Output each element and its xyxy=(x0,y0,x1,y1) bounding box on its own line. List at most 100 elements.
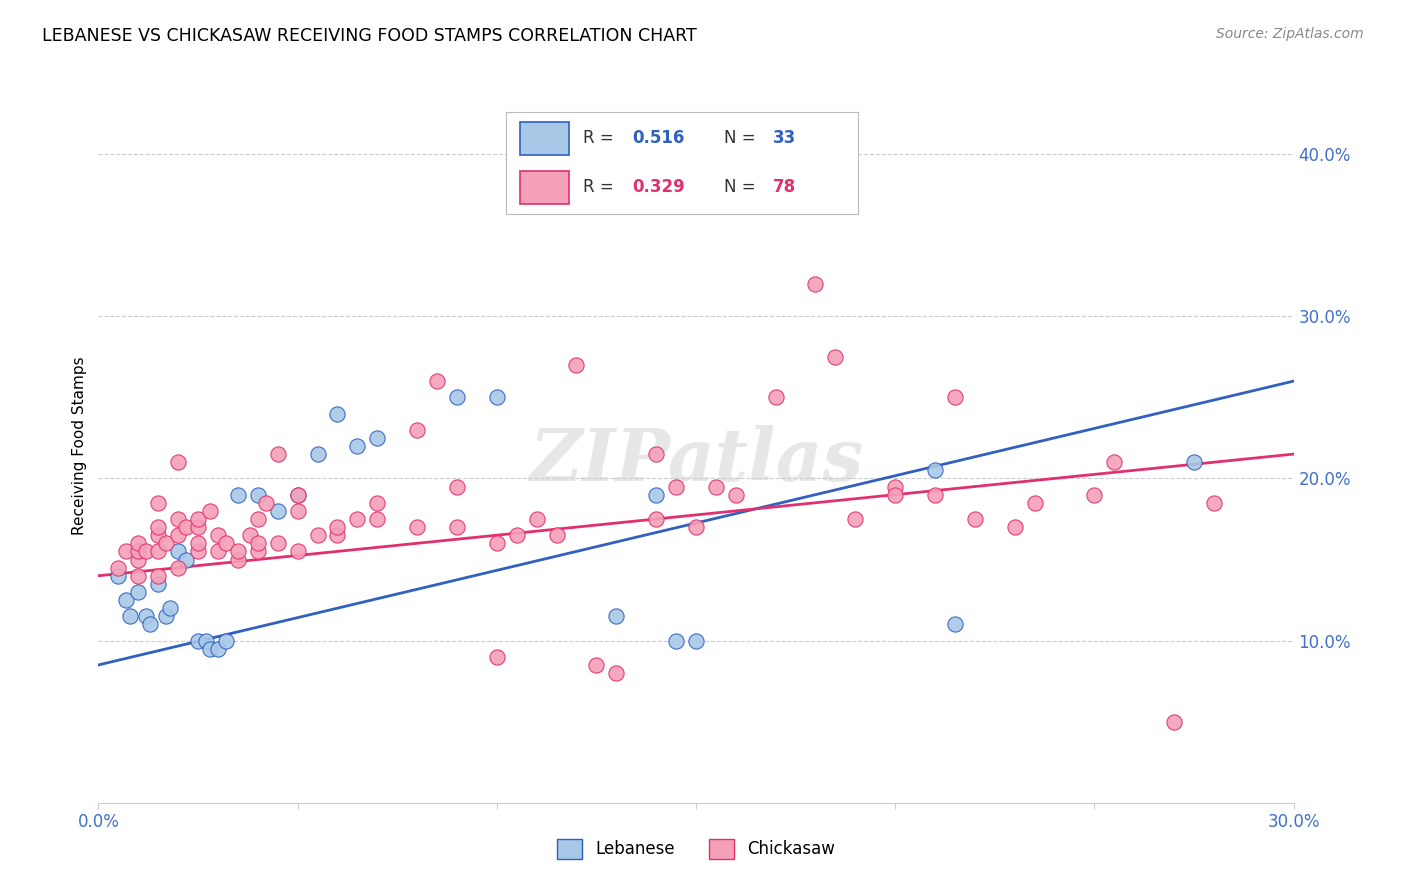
Chickasaw xyxy=(406,520,429,534)
Chickasaw xyxy=(167,560,190,574)
Lebanese xyxy=(198,641,221,656)
Text: 0.329: 0.329 xyxy=(633,178,686,196)
Lebanese xyxy=(174,552,197,566)
Text: R =: R = xyxy=(583,178,620,196)
Lebanese xyxy=(287,488,309,502)
FancyBboxPatch shape xyxy=(520,122,569,154)
Chickasaw xyxy=(824,350,846,364)
Text: 33: 33 xyxy=(773,129,797,147)
Chickasaw xyxy=(1202,496,1225,510)
Lebanese xyxy=(107,568,129,582)
Text: 78: 78 xyxy=(773,178,796,196)
Chickasaw xyxy=(307,528,329,542)
Chickasaw xyxy=(446,479,468,493)
Chickasaw xyxy=(346,512,368,526)
Lebanese xyxy=(1182,455,1205,469)
Chickasaw xyxy=(446,520,468,534)
Chickasaw xyxy=(485,536,508,550)
Lebanese xyxy=(148,577,170,591)
Chickasaw xyxy=(546,528,568,542)
Lebanese xyxy=(246,488,269,502)
Chickasaw xyxy=(187,512,209,526)
Chickasaw xyxy=(406,423,429,437)
Chickasaw xyxy=(943,390,966,404)
Text: LEBANESE VS CHICKASAW RECEIVING FOOD STAMPS CORRELATION CHART: LEBANESE VS CHICKASAW RECEIVING FOOD STA… xyxy=(42,27,697,45)
Chickasaw xyxy=(884,479,907,493)
Chickasaw xyxy=(155,536,177,550)
Chickasaw xyxy=(167,528,190,542)
Chickasaw xyxy=(685,520,707,534)
Chickasaw xyxy=(107,560,129,574)
Chickasaw xyxy=(127,552,149,566)
Chickasaw xyxy=(187,544,209,558)
Lebanese xyxy=(645,488,668,502)
Y-axis label: Receiving Food Stamps: Receiving Food Stamps xyxy=(72,357,87,535)
Text: R =: R = xyxy=(583,129,620,147)
Chickasaw xyxy=(1102,455,1125,469)
Chickasaw xyxy=(127,536,149,550)
Chickasaw xyxy=(326,528,349,542)
Chickasaw xyxy=(506,528,529,542)
Lebanese xyxy=(307,447,329,461)
Lebanese xyxy=(135,609,157,624)
Chickasaw xyxy=(187,536,209,550)
Chickasaw xyxy=(884,488,907,502)
FancyBboxPatch shape xyxy=(520,171,569,204)
Lebanese xyxy=(326,407,349,421)
Lebanese xyxy=(195,633,218,648)
Chickasaw xyxy=(226,544,249,558)
Chickasaw xyxy=(167,512,190,526)
Chickasaw xyxy=(127,544,149,558)
Lebanese xyxy=(685,633,707,648)
Legend: Lebanese, Chickasaw: Lebanese, Chickasaw xyxy=(551,832,841,866)
Lebanese xyxy=(167,544,190,558)
Chickasaw xyxy=(246,544,269,558)
Chickasaw xyxy=(1024,496,1046,510)
Chickasaw xyxy=(246,512,269,526)
Chickasaw xyxy=(267,447,290,461)
Lebanese xyxy=(943,617,966,632)
Chickasaw xyxy=(239,528,262,542)
Chickasaw xyxy=(804,277,827,291)
Chickasaw xyxy=(765,390,787,404)
Chickasaw xyxy=(585,657,607,672)
Chickasaw xyxy=(665,479,688,493)
Chickasaw xyxy=(1163,714,1185,729)
Chickasaw xyxy=(207,528,229,542)
Chickasaw xyxy=(135,544,157,558)
Chickasaw xyxy=(127,568,149,582)
Chickasaw xyxy=(485,649,508,664)
Text: 0.516: 0.516 xyxy=(633,129,685,147)
Chickasaw xyxy=(426,374,449,388)
Lebanese xyxy=(159,601,181,615)
Chickasaw xyxy=(963,512,986,526)
Chickasaw xyxy=(267,536,290,550)
Lebanese xyxy=(120,609,142,624)
Lebanese xyxy=(346,439,368,453)
Chickasaw xyxy=(326,520,349,534)
Chickasaw xyxy=(645,512,668,526)
Lebanese xyxy=(187,633,209,648)
Lebanese xyxy=(115,593,138,607)
Chickasaw xyxy=(198,504,221,518)
Chickasaw xyxy=(287,504,309,518)
Lebanese xyxy=(215,633,238,648)
Chickasaw xyxy=(704,479,727,493)
Chickasaw xyxy=(148,520,170,534)
Chickasaw xyxy=(844,512,866,526)
Text: ZIPatlas: ZIPatlas xyxy=(529,425,863,496)
Chickasaw xyxy=(924,488,946,502)
Text: N =: N = xyxy=(724,178,761,196)
Chickasaw xyxy=(148,568,170,582)
Chickasaw xyxy=(565,358,588,372)
Chickasaw xyxy=(605,666,627,681)
Chickasaw xyxy=(1083,488,1105,502)
Lebanese xyxy=(127,585,149,599)
Chickasaw xyxy=(724,488,747,502)
Lebanese xyxy=(207,641,229,656)
Chickasaw xyxy=(167,455,190,469)
Chickasaw xyxy=(287,488,309,502)
Chickasaw xyxy=(215,536,238,550)
Chickasaw xyxy=(187,520,209,534)
Text: Source: ZipAtlas.com: Source: ZipAtlas.com xyxy=(1216,27,1364,41)
